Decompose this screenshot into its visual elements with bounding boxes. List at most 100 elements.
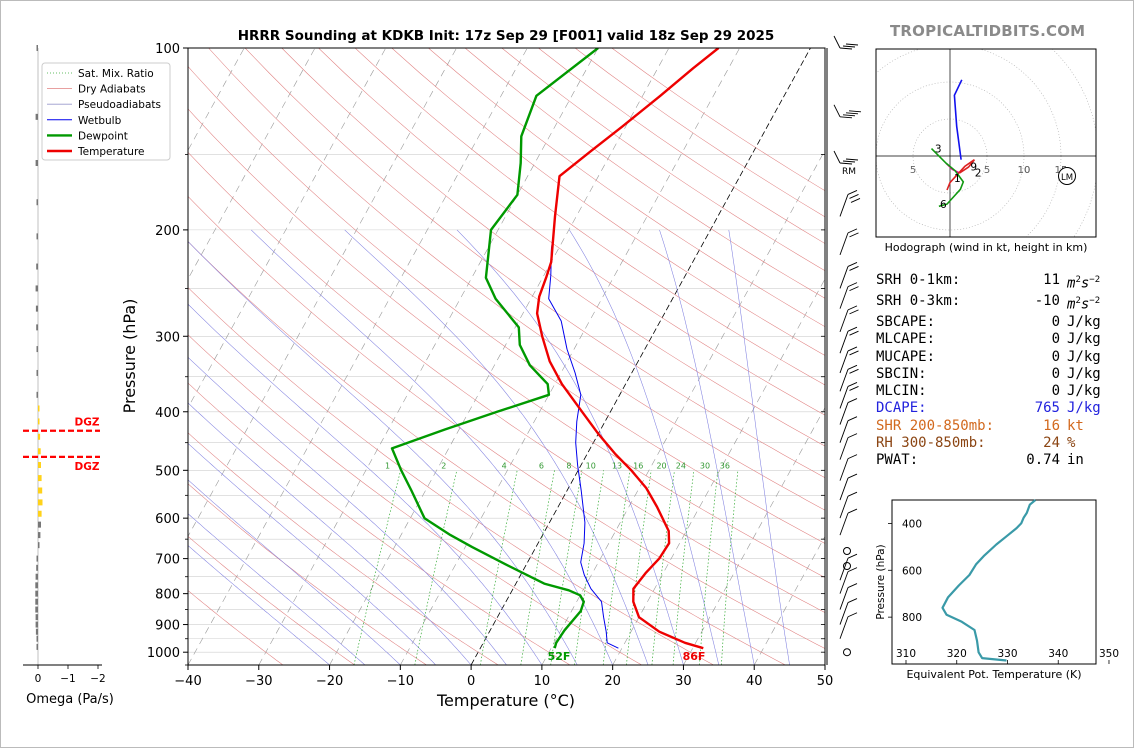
mixing-ratio-label: 24 <box>676 461 686 470</box>
hodograph-ring-label: 10 <box>1018 165 1031 176</box>
stat-row: SHR 200-850mb: 16 kt <box>876 418 1101 435</box>
dry-adiabat <box>208 48 825 511</box>
y-axis-label: Pressure (hPa) <box>120 299 139 414</box>
stat-label: SHR 200-850mb: <box>876 417 995 434</box>
barb-staff <box>839 232 849 256</box>
hodograph-segment <box>946 159 976 191</box>
barb-flag <box>849 386 859 391</box>
barb-staff <box>839 194 849 217</box>
surface-dewpoint-label: 52F <box>548 650 571 663</box>
stat-value: 11 <box>1043 272 1060 288</box>
moist-adiabat <box>728 229 790 665</box>
storm-motion-label: LM <box>1061 173 1073 183</box>
barb-flag <box>849 286 859 292</box>
hodograph-segment <box>930 148 965 208</box>
mixing-ratio-labels: 1 2 4 6 8 10 13 16 20 24 30 36 <box>385 461 730 470</box>
dry-adiabat <box>391 48 825 356</box>
barb-flag <box>842 160 856 163</box>
theta-e-box <box>891 499 1097 665</box>
omega-bar <box>36 346 38 353</box>
x-tick-label: −10 <box>387 674 414 689</box>
stat-label: SBCIN: <box>876 365 927 382</box>
hodograph-panel: 510155101512369LM Hodograph (wind in kt,… <box>875 48 1097 254</box>
mixing-ratio-label: 2 <box>441 461 446 470</box>
omega-bar <box>35 113 38 120</box>
mixing-ratio-line <box>550 470 583 665</box>
omega-bar <box>38 510 42 517</box>
barb-staff <box>839 458 849 481</box>
y-tick-label: 500 <box>155 464 180 479</box>
y-tick-label: 100 <box>155 42 180 57</box>
x-tick-label: 50 <box>817 674 834 689</box>
barb-flag <box>847 346 858 352</box>
mixing-ratio-label: 4 <box>502 461 507 470</box>
barb-staff <box>839 496 849 519</box>
y-tick-label: 300 <box>155 330 180 345</box>
dry-adiabat <box>188 108 825 578</box>
stat-row: DCAPE: 765 J/kg <box>876 400 1101 417</box>
mixing-ratio-label: 8 <box>566 461 571 470</box>
omega-bar <box>35 573 38 580</box>
omega-bar <box>35 285 38 292</box>
hodograph-ring-label: 10 <box>1018 165 1031 176</box>
stat-row: SBCIN: 0 J/kg <box>876 366 1101 383</box>
x-axis-label: Temperature (°C) <box>436 691 575 710</box>
omega-bar <box>35 582 38 589</box>
barb-flag <box>849 350 859 356</box>
x-tick-label: 30 <box>675 674 692 689</box>
mixing-ratio-label: 16 <box>633 461 643 470</box>
x-tick-label: 40 <box>746 674 763 689</box>
calm-barb <box>843 546 851 555</box>
stat-unit: in <box>1067 452 1084 469</box>
theta-e-x-tick-label: 320 <box>947 648 967 660</box>
stat-value: 0.74 <box>1026 452 1060 469</box>
stat-value: 0 <box>1051 383 1060 400</box>
theta-e-y-label: Pressure (hPa) <box>875 544 887 619</box>
mixing-ratio-line <box>414 470 458 665</box>
skewt-axes-box <box>187 47 826 666</box>
omega-bar <box>36 555 38 562</box>
stat-unit: % <box>1067 434 1076 451</box>
barb-flag <box>847 326 858 332</box>
omega-panel: DGZ DGZ Omega (Pa/s) 0 −1 −2 <box>23 45 114 707</box>
omega-tick-label: 0 <box>35 673 42 685</box>
barb-flag <box>849 309 859 315</box>
mixing-ratio-line <box>520 470 555 665</box>
y-tick-label: 400 <box>155 406 180 421</box>
storm-motion-marker <box>1058 167 1076 185</box>
barb-staff <box>839 437 849 460</box>
mixing-ratio-line <box>672 470 695 665</box>
hodograph-height-label: 3 <box>935 144 942 156</box>
barb-flag <box>847 567 858 573</box>
dry-adiabat <box>428 48 825 327</box>
barb-flag <box>847 364 858 370</box>
legend-label: Wetbulb <box>78 115 122 127</box>
omega-bar <box>35 628 38 635</box>
barb-flag <box>849 232 859 238</box>
dry-adiabat <box>188 241 786 665</box>
legend-label: Dry Adiabats <box>78 84 146 96</box>
isotherm <box>258 48 599 665</box>
stat-row: RH 300-850mb: 24% <box>876 435 1101 452</box>
legend-label: Temperature <box>77 146 145 158</box>
moist-adiabat <box>456 229 684 665</box>
stat-unit: J/kg <box>1067 383 1101 400</box>
theta-e-y-tick-label: 800 <box>902 612 922 624</box>
theta-e-x-tick-label: 330 <box>997 648 1017 660</box>
mixing-ratio-line <box>353 470 401 665</box>
hodograph-segment <box>953 79 963 160</box>
omega-bar <box>36 199 38 206</box>
barb-flag <box>847 228 858 234</box>
barb-flag <box>847 433 858 439</box>
calm-barb <box>843 561 851 570</box>
stat-value: 0 <box>1051 313 1060 330</box>
hodograph-height-label: 2 <box>975 167 982 179</box>
barb-staff <box>839 558 849 581</box>
omega-bar <box>35 305 38 312</box>
hodograph-height-label: 9 <box>970 161 977 173</box>
barb-staff <box>839 420 849 443</box>
stat-row: SBCAPE: 0 J/kg <box>876 314 1101 331</box>
